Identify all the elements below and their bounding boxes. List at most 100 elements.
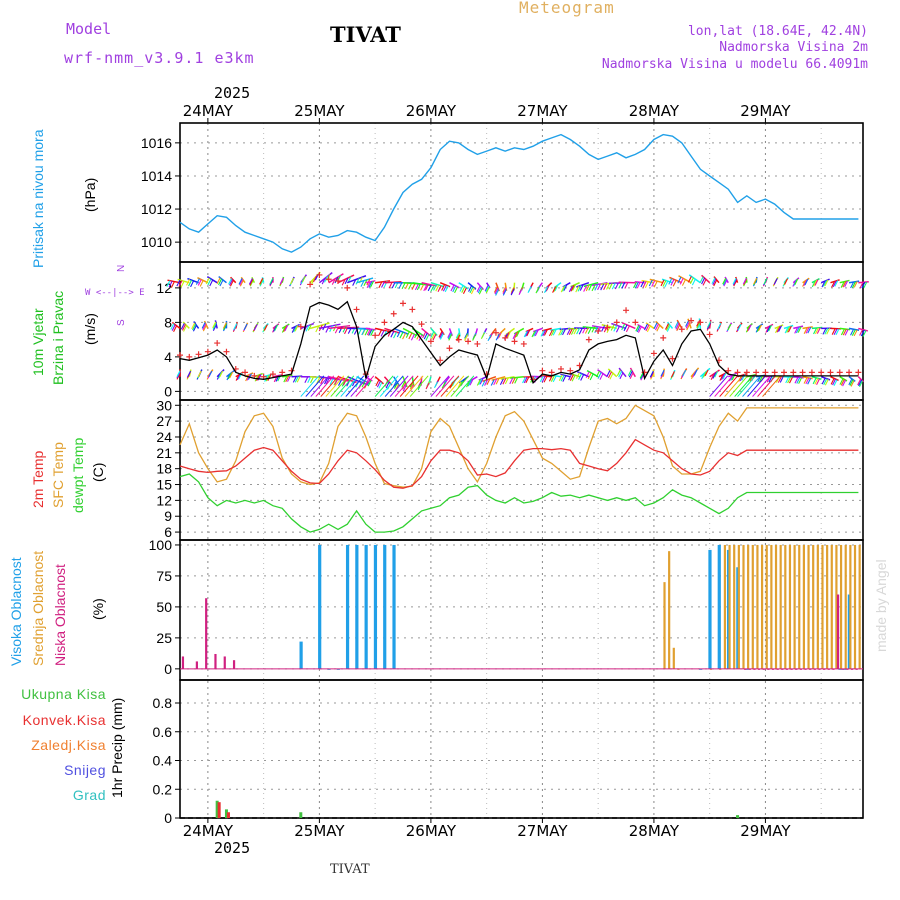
cloud-mid-bar [816,544,819,669]
wind-barb-flag [789,376,793,384]
wind-barb-flag [814,378,819,385]
gust-marker [539,367,546,374]
wind-barb-flag [409,382,414,390]
wind-barb-flag [594,326,599,334]
precip-tick-label: 0.4 [153,753,173,769]
wind-hatch [335,375,355,397]
wind-barb [182,321,190,329]
wind-barb-flag [777,376,782,383]
wind-hatch [729,375,749,397]
wind-barb-flag [665,324,670,331]
elevation-text: Nadmorska Visina 2m [719,40,868,55]
wind-barb [328,273,344,284]
dewpt-line [179,473,859,533]
wind-barb-flag [422,331,427,339]
cloud-tick-label: 25 [156,630,172,646]
wind-barb-flag [333,379,338,386]
wind-barb-flag [778,325,783,332]
gust-marker [325,276,332,283]
wind-barb [774,324,784,330]
wind-barb-flag [464,334,469,342]
wind-barb-flag [509,377,514,385]
cloud-mid-bar [774,544,778,669]
wind-barb-flag [507,331,512,338]
wind-barb-flag [514,377,519,384]
wind-barb-flag [187,370,192,378]
wind-hatch [350,375,370,397]
gust-marker [790,369,797,376]
gust-marker [743,369,750,376]
wind-barb-flag [292,376,297,383]
gust-marker [827,369,834,376]
precip-tick-label: 0.6 [153,724,173,740]
precip-unit: 1hr Precip (mm) [109,697,125,798]
wind-barb-flag [274,324,279,331]
wind-barb-flag [534,329,539,337]
temp-tick-label: 30 [156,397,172,413]
wind-barb [783,324,794,330]
wind-barb-flag [568,285,573,293]
wind-barb-flag [811,280,816,288]
wind-hatch [300,375,320,397]
gust-marker [465,338,472,345]
wind-barb-flag [850,281,855,289]
wind-barb-flag [498,331,503,338]
wind-barb-flag [437,285,442,293]
cloud-mid-bar [853,544,857,669]
wind-barb-flag [675,322,680,330]
wind-barb-flag [649,370,654,378]
cloud-mid-bar [793,544,796,669]
compass-row: W <--|--> E [85,288,145,298]
cloud-mid-bar [760,544,764,669]
wind-barb-flag [433,381,438,389]
wind-barb-flag [402,384,407,392]
legend-total: Ukupna Kisa [21,686,106,702]
wind-barb [839,279,850,284]
wind-barb-flag [380,330,385,337]
gust-marker [660,334,667,341]
wind-barb-flag [385,381,390,389]
cloud-mid-bar [844,544,847,669]
wind-label-2: Brzina i Pravac [50,290,66,385]
wind-barb-flag [653,280,658,288]
wind-barb-flag [662,280,667,287]
wind-barb [811,375,822,380]
wind-barb [225,369,235,378]
wind-barb-flag [357,328,362,335]
wind-barb-flag [803,279,808,287]
wind-barb-flag [621,323,626,331]
precip-tick-label: 0.2 [153,781,173,797]
precip-tick-label: 0 [164,810,172,826]
wind-barb-flag [588,284,593,291]
wind-barb-flag [627,369,632,376]
wind-barb-flag [176,373,181,380]
wind-barb-flag [713,279,718,287]
wind-barb-flag [848,378,853,386]
wind-barb-flag [283,325,288,332]
wind-barb-flag [219,279,224,287]
wind-barb-flag [670,371,675,378]
pressure-tick-label: 1014 [141,168,172,184]
wind-barb-flag [367,379,372,387]
cloud-mid-bar [802,544,805,669]
wind-barb-flag [239,280,244,287]
wind-barb-flag [591,284,596,292]
wind-barb [193,321,200,329]
wind-barb-flag [597,283,602,291]
wind-barb [365,280,376,284]
wind-barb-flag [212,323,217,330]
wind-barb-flag [569,374,574,381]
wind-hatch [714,375,734,397]
wind-barb-flag [850,329,855,336]
wind-barb-flag [408,283,413,290]
wind-barb-flag [176,371,181,379]
wind-barb-flag [707,321,712,328]
wind-barb-flag [805,377,810,385]
wind-barb-flag [560,328,565,336]
wind-barb [699,367,711,378]
wind-barb-flag [701,277,706,285]
gust-marker [520,340,527,347]
gust-marker [316,271,323,278]
wind-barb-flag [756,325,761,332]
wind-barb [848,327,860,332]
